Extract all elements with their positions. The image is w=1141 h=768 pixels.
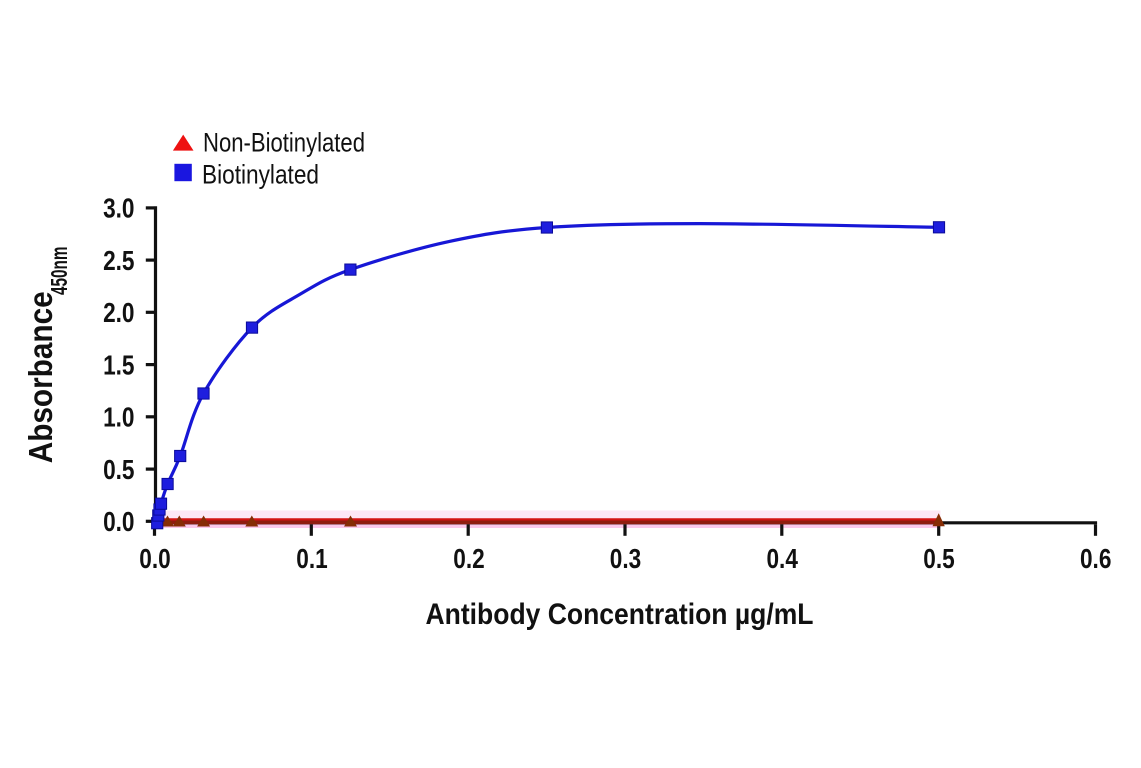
- svg-text:3.0: 3.0: [103, 193, 134, 224]
- svg-text:0.5: 0.5: [923, 543, 954, 574]
- svg-text:Absorbance: Absorbance: [23, 291, 60, 463]
- svg-text:Non-Biotinylated: Non-Biotinylated: [203, 127, 365, 158]
- svg-text:2.0: 2.0: [103, 297, 134, 328]
- svg-text:0.4: 0.4: [767, 543, 799, 574]
- svg-text:0.5: 0.5: [103, 454, 134, 485]
- svg-text:0.6: 0.6: [1080, 543, 1111, 574]
- svg-text:1.5: 1.5: [103, 349, 134, 380]
- svg-text:Antibody Concentration µg/mL: Antibody Concentration µg/mL: [426, 598, 814, 631]
- svg-text:0.0: 0.0: [139, 543, 170, 574]
- svg-text:450nm: 450nm: [46, 247, 72, 296]
- svg-text:0.2: 0.2: [453, 543, 484, 574]
- svg-text:2.5: 2.5: [103, 245, 134, 276]
- svg-text:0.1: 0.1: [296, 543, 327, 574]
- svg-text:1.0: 1.0: [103, 402, 134, 433]
- svg-text:Biotinylated: Biotinylated: [202, 158, 319, 189]
- svg-text:0.3: 0.3: [610, 543, 641, 574]
- svg-text:0.0: 0.0: [103, 506, 134, 537]
